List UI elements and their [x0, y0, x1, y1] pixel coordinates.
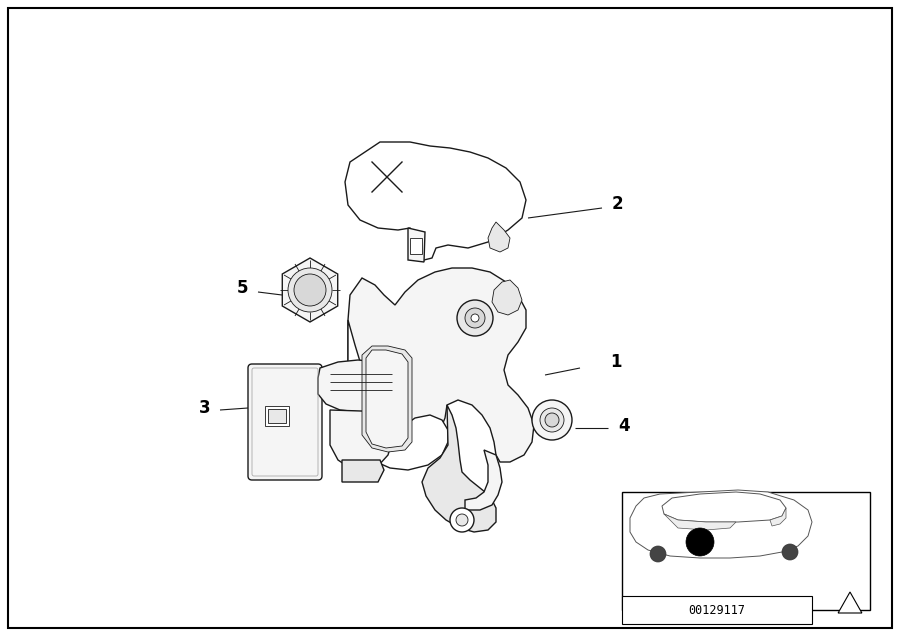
Polygon shape — [283, 258, 338, 322]
Polygon shape — [488, 222, 510, 252]
Polygon shape — [318, 360, 400, 412]
Bar — [410, 238, 422, 254]
Circle shape — [782, 544, 798, 560]
Circle shape — [288, 268, 332, 312]
Text: 4: 4 — [618, 417, 630, 435]
Text: 00129117: 00129117 — [688, 604, 745, 616]
Polygon shape — [770, 508, 786, 526]
Circle shape — [650, 546, 666, 562]
Polygon shape — [348, 320, 448, 470]
Bar — [268, 409, 286, 423]
Circle shape — [540, 408, 564, 432]
Polygon shape — [630, 490, 812, 558]
Text: 2: 2 — [612, 195, 624, 213]
Circle shape — [456, 514, 468, 526]
Polygon shape — [662, 492, 786, 522]
Polygon shape — [465, 450, 502, 510]
Text: 1: 1 — [610, 353, 622, 371]
Polygon shape — [330, 410, 392, 470]
Polygon shape — [345, 142, 526, 260]
Circle shape — [450, 508, 474, 532]
Polygon shape — [408, 228, 425, 262]
Circle shape — [545, 413, 559, 427]
Bar — [265, 406, 289, 426]
Polygon shape — [342, 460, 384, 482]
Polygon shape — [492, 280, 522, 315]
Circle shape — [465, 308, 485, 328]
Polygon shape — [348, 268, 534, 462]
Polygon shape — [362, 346, 412, 452]
Circle shape — [532, 400, 572, 440]
Polygon shape — [664, 514, 736, 530]
Text: 5: 5 — [237, 279, 248, 297]
Circle shape — [471, 314, 479, 322]
Bar — [622, 596, 812, 624]
Polygon shape — [366, 350, 408, 448]
FancyBboxPatch shape — [248, 364, 322, 480]
Circle shape — [457, 300, 493, 336]
Circle shape — [686, 528, 714, 556]
Circle shape — [294, 274, 326, 306]
Polygon shape — [422, 405, 496, 532]
Text: 3: 3 — [198, 399, 210, 417]
Polygon shape — [838, 592, 862, 613]
Bar — [622, 492, 870, 610]
